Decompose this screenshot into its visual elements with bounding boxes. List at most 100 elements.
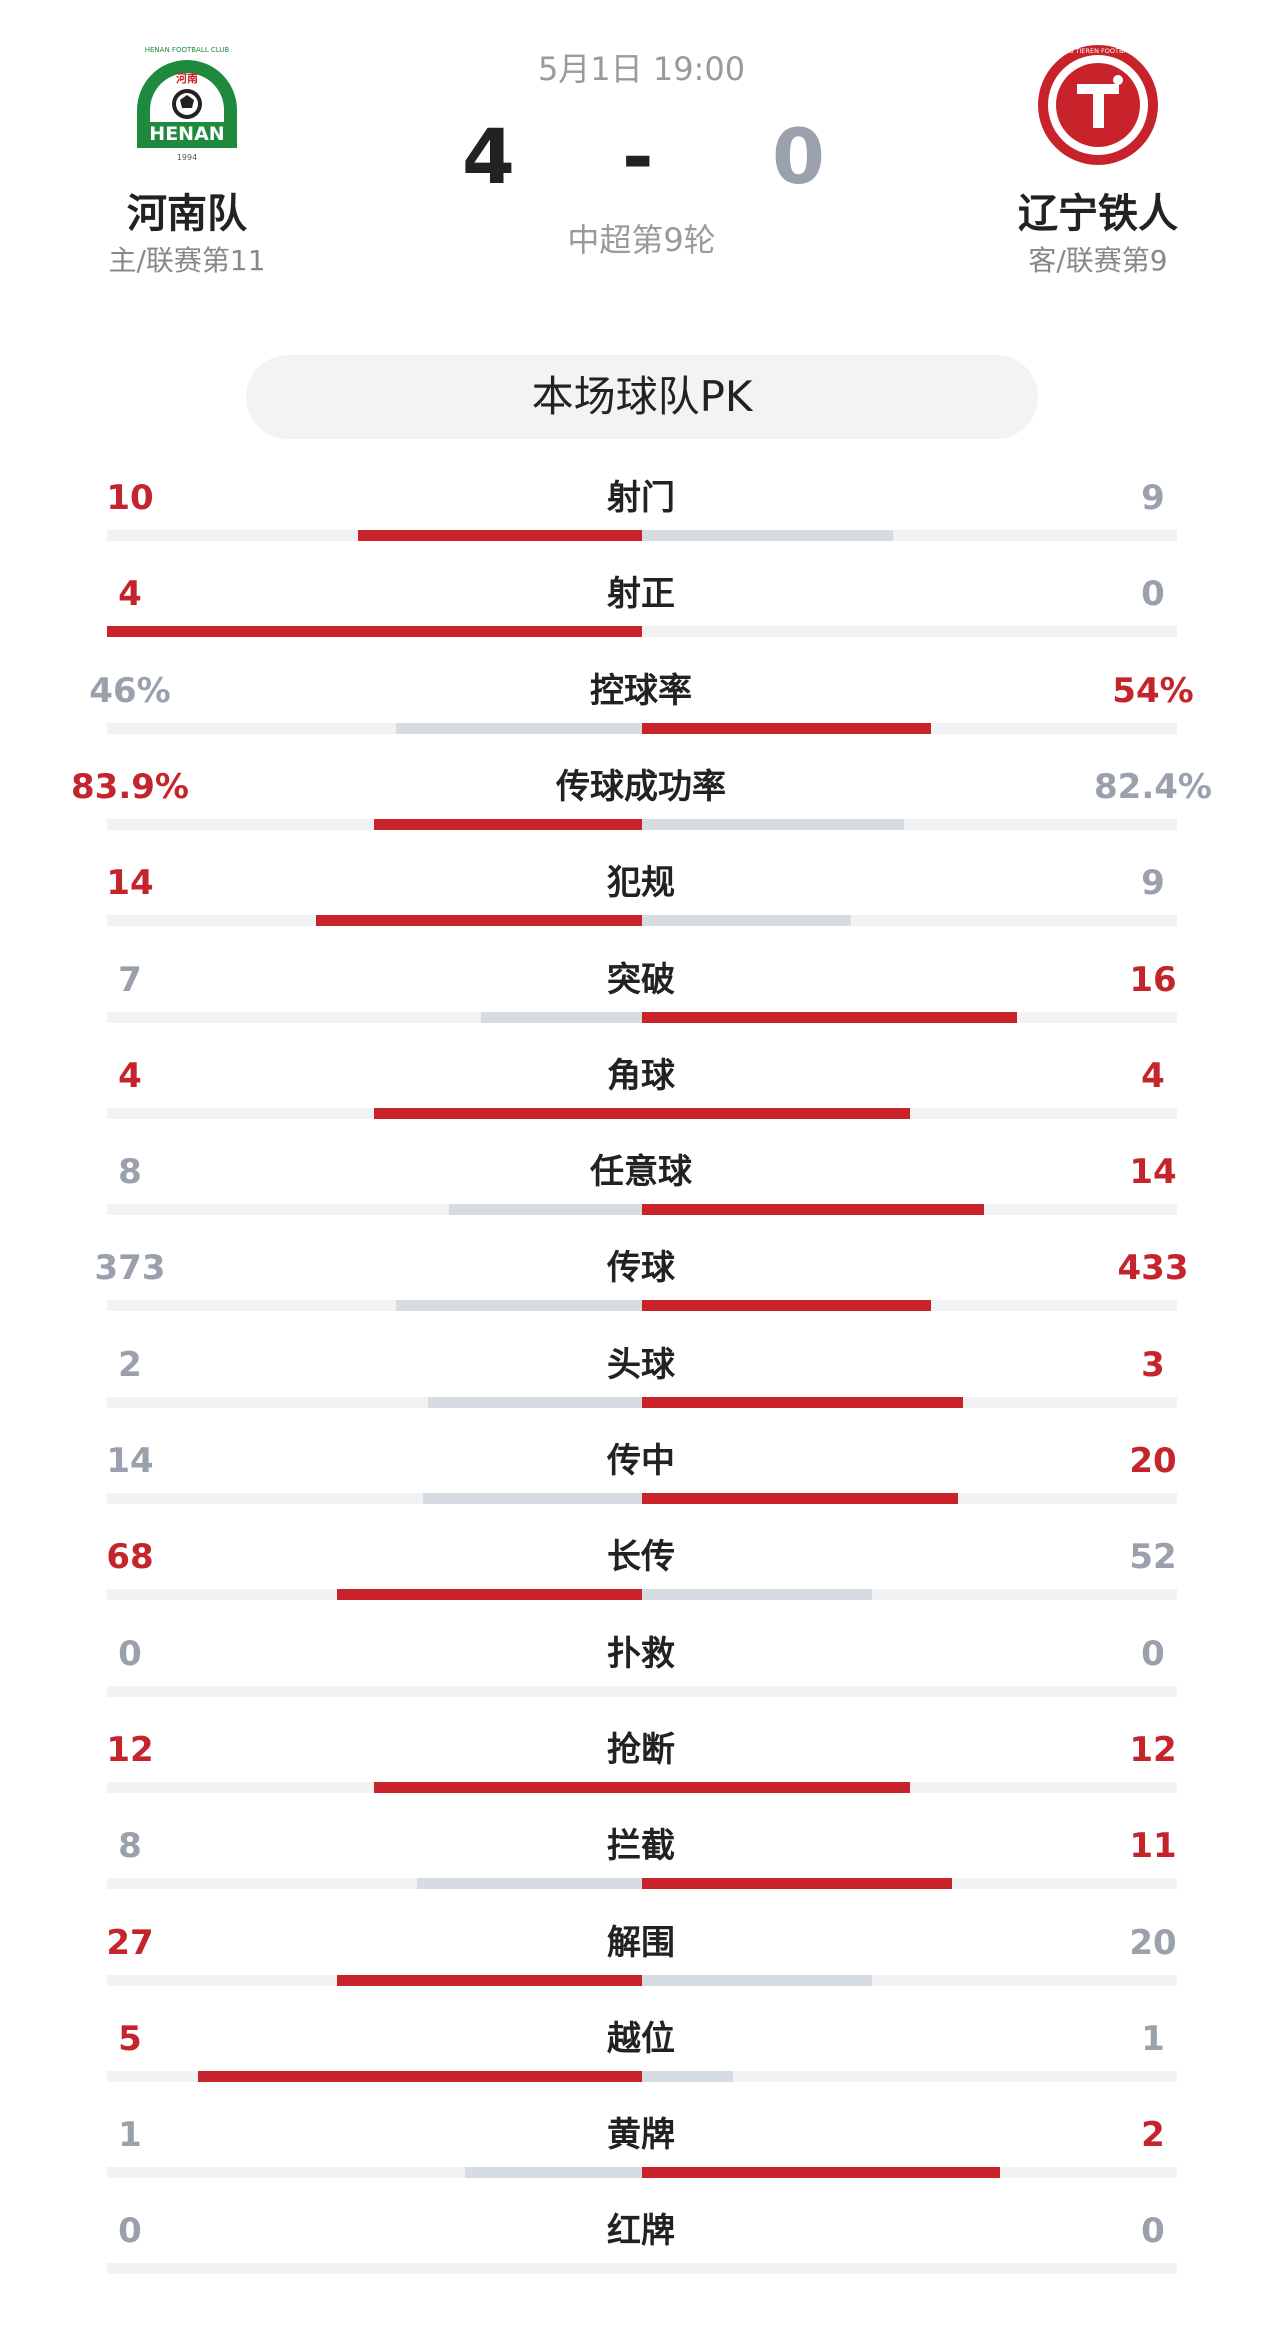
home-logo-ring-text: HENAN FOOTBALL CLUB [145,46,230,54]
stat-away-value: 20 [1129,1441,1177,1481]
stat-label: 越位 [607,2018,675,2059]
stat-row: 14 犯规 9 [0,860,1283,956]
stat-away-bar [642,1589,872,1601]
home-team-rank: 主/联赛第11 [108,244,266,277]
stat-home-value: 12 [106,1729,154,1770]
stat-home-value: 4 [118,574,142,615]
stat-row: 7 突破 16 [0,957,1283,1053]
stat-away-value: 11 [1129,1826,1177,1867]
home-logo-year: 1994 [177,153,197,162]
away-score: 0 [772,112,825,201]
stat-row: 2 头球 3 [0,1342,1283,1438]
stat-away-bar [642,1974,872,1986]
stat-away-value: 20 [1129,1922,1177,1963]
stat-home-value: 373 [94,1248,166,1289]
stat-away-value: 0 [1141,1633,1165,1674]
stat-label: 黄牌 [607,2115,675,2156]
score-separator: - [622,112,654,201]
stat-label: 突破 [607,959,675,1000]
match-round: 中超第9轮 [567,221,716,259]
stat-away-bar [642,1204,984,1216]
stat-home-value: 68 [106,1537,154,1578]
stat-away-bar [642,818,904,830]
stat-row: 4 射正 0 [0,571,1283,667]
stat-away-bar [642,2167,1000,2179]
stat-home-bar [316,915,642,927]
stat-home-value: 1 [118,2115,142,2156]
home-score: 4 [462,112,515,201]
stat-away-value: 2 [1141,2115,1165,2156]
stat-away-bar [642,1396,963,1408]
stat-away-bar [642,1011,1017,1023]
stat-row: 83.9% 传球成功率 82.4% [0,764,1283,860]
stat-home-bar [374,1107,642,1119]
stat-row: 0 扑救 0 [0,1631,1283,1727]
stat-label: 拦截 [607,1826,675,1867]
stat-away-bar [642,1781,910,1793]
stat-bar-track [107,1589,1177,1601]
stat-away-value: 9 [1141,478,1165,518]
stat-away-value: 54% [1112,670,1194,711]
stat-label: 射正 [607,574,675,615]
home-logo-text: HENAN [149,123,224,145]
home-team-name: 河南队 [127,191,247,237]
stat-home-value: 0 [118,1633,142,1674]
stat-bar-track [107,1878,1177,1890]
stat-label: 传中 [607,1441,675,1481]
stat-home-value: 2 [118,1344,142,1385]
stat-label: 传球成功率 [556,766,726,807]
stat-home-bar [374,818,642,830]
stat-bar-track [107,722,1177,734]
home-logo-cn: 河南 [176,71,198,85]
stat-row: 12 抢断 12 [0,1727,1283,1823]
stat-row: 8 拦截 11 [0,1823,1283,1919]
stat-home-bar [396,1300,642,1312]
match-header: 河南 HENAN 1994 HENAN FOOTBALL CLUB 河南队 主/… [0,0,1283,300]
stat-row: 14 传中 20 [0,1438,1283,1534]
stat-away-value: 16 [1129,959,1177,1000]
stat-home-bar [465,2167,642,2179]
stat-home-bar [337,1589,642,1601]
stat-home-value: 46% [89,670,171,711]
stat-label: 犯规 [607,863,675,904]
stat-row: 5 越位 1 [0,2016,1283,2112]
stat-bar-track [107,1781,1177,1793]
stat-row: 8 任意球 14 [0,1149,1283,1245]
stat-home-bar [198,2070,642,2082]
stat-home-value: 10 [106,478,154,518]
stat-away-bar [642,1300,931,1312]
stat-row: 46% 控球率 54% [0,668,1283,764]
stat-home-value: 7 [118,959,142,1000]
stat-label: 红牌 [607,2211,675,2252]
stat-bar-track [107,2167,1177,2179]
stat-home-value: 8 [118,1826,142,1867]
stat-bar-track [107,1396,1177,1408]
stat-home-bar [417,1878,642,1890]
stat-label: 角球 [607,1055,675,1096]
stat-away-bar [642,2070,733,2082]
stat-home-value: 4 [118,1055,142,1096]
stat-home-value: 0 [118,2211,142,2252]
stat-bar-track [107,1204,1177,1216]
stat-label: 长传 [607,1537,675,1578]
stat-away-bar [642,1878,952,1890]
stat-home-bar [107,626,642,638]
stat-label: 头球 [607,1344,675,1385]
stat-bar-track [107,818,1177,830]
stat-away-value: 0 [1141,574,1165,615]
stat-row: 27 解围 20 [0,1920,1283,2016]
stat-row: 4 角球 4 [0,1053,1283,1149]
stat-label: 解围 [607,1922,675,1963]
away-team-logo-icon: LIAONING TIEREN FOOTBALL CLUB [1038,45,1158,165]
home-team[interactable]: 河南 HENAN 1994 HENAN FOOTBALL CLUB 河南队 主/… [47,40,327,278]
stat-home-value: 27 [106,1922,154,1963]
away-team[interactable]: LIAONING TIEREN FOOTBALL CLUB 辽宁铁人 客/联赛第… [958,40,1238,278]
away-logo-ring-text: LIAONING TIEREN FOOTBALL CLUB [1042,47,1155,55]
stat-home-value: 14 [106,1441,154,1481]
stat-away-value: 12 [1129,1729,1177,1770]
stat-away-value: 82.4% [1094,766,1212,807]
stat-home-value: 83.9% [71,766,189,807]
stat-away-value: 9 [1141,863,1165,904]
stat-label: 任意球 [590,1152,692,1193]
stat-home-bar [423,1493,642,1504]
